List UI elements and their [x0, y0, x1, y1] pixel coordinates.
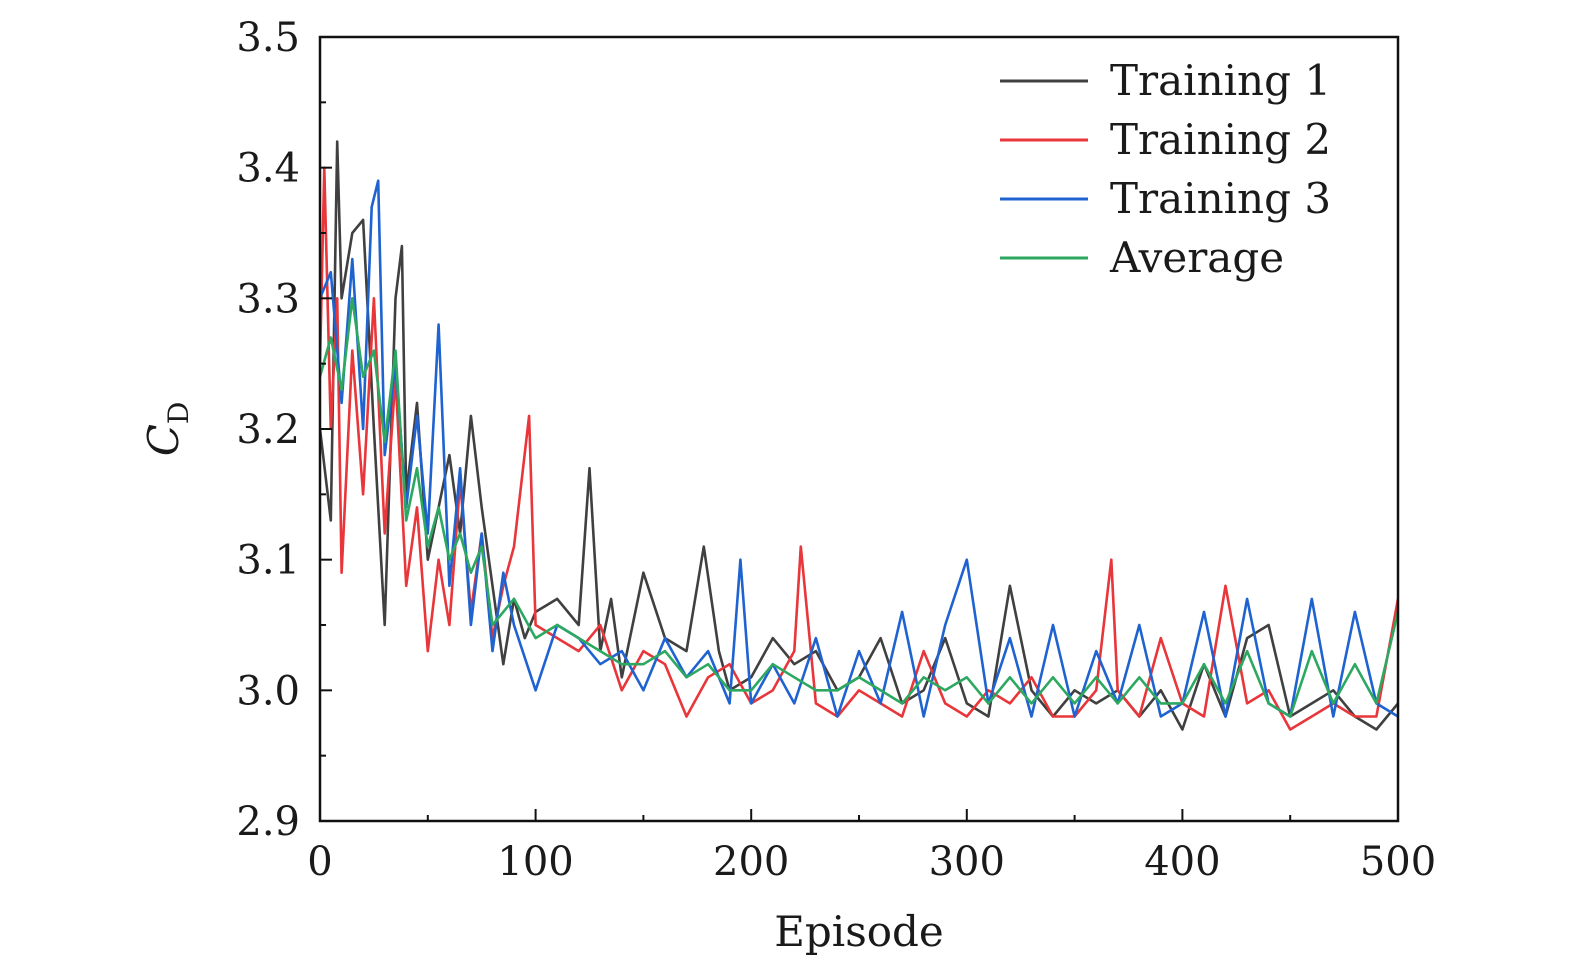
ticks-layer: 0 100 200 300 400 500 2.9 3.0 3.1 3.2 3.3 3.4 3.5 — [236, 15, 1436, 885]
series-line-3 — [320, 179, 1398, 718]
x-axis-label: Episode — [774, 907, 944, 956]
y-axis-label-sub: D — [162, 402, 195, 424]
series-line-4 — [320, 297, 1398, 718]
legend-label: Training 1 — [1110, 56, 1331, 105]
series-line-1 — [320, 140, 1398, 731]
series-layer — [320, 140, 1398, 731]
y-tick-label: 2.9 — [236, 799, 300, 845]
x-tick-label: 100 — [497, 839, 573, 885]
y-tick-label: 3.4 — [236, 146, 300, 192]
x-tick-label: 400 — [1144, 839, 1220, 885]
legend-label: Training 3 — [1110, 174, 1331, 223]
y-tick-label: 3.2 — [236, 407, 300, 453]
legend-label: Training 2 — [1110, 115, 1331, 164]
x-tick-label: 0 — [307, 839, 332, 885]
y-tick-label: 3.0 — [236, 668, 300, 714]
legend: Training 1 Training 2 Training 3 Average — [1000, 56, 1331, 282]
y-axis-label: CD — [139, 402, 195, 457]
y-tick-label: 3.1 — [236, 538, 300, 584]
legend-label: Average — [1109, 233, 1284, 282]
y-axis-label-main: C — [139, 424, 188, 456]
x-tick-label: 200 — [713, 839, 789, 885]
x-tick-label: 300 — [929, 839, 1005, 885]
x-tick-label: 500 — [1360, 839, 1436, 885]
y-tick-label: 3.5 — [236, 15, 300, 61]
y-tick-label: 3.3 — [236, 276, 300, 322]
